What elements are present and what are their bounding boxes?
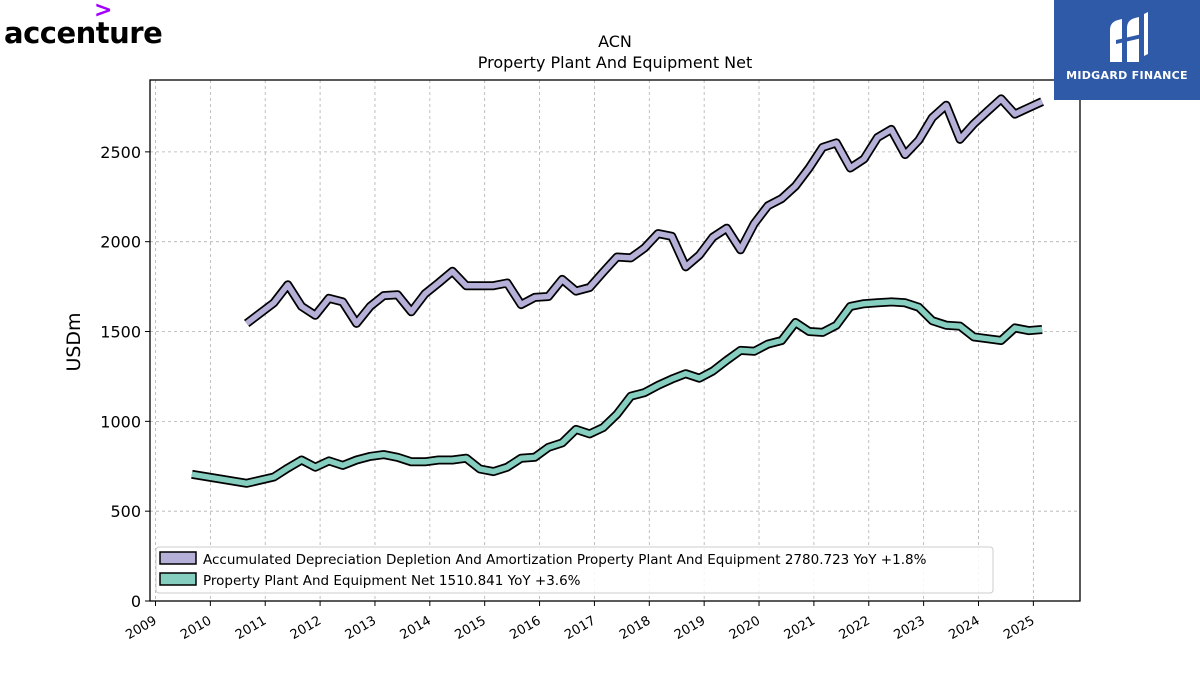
y-tick-label: 500: [110, 502, 141, 521]
legend-swatch-accumulated-depreciation: [159, 551, 197, 565]
legend: Accumulated Depreciation Depletion And A…: [155, 546, 994, 594]
series-line-1: [191, 299, 1043, 487]
x-tick-label: 2020: [727, 613, 763, 643]
series-lines: [191, 94, 1044, 488]
x-tick-label: 2022: [837, 613, 873, 643]
legend-box: [155, 546, 994, 594]
y-tick-label: 1000: [100, 412, 141, 431]
x-tick-label: 2023: [891, 613, 927, 643]
plot-frame: [149, 79, 1081, 602]
legend-label-ppe-net: Property Plant And Equipment Net 1510.84…: [203, 573, 581, 589]
x-tick-label: 2012: [288, 613, 324, 643]
x-tick-label: 2016: [507, 613, 543, 643]
chart-title: ACN: [598, 32, 632, 51]
x-tick-label: 2024: [946, 613, 982, 643]
midgard-finance-logo: MIDGARD FINANCE: [1054, 0, 1200, 100]
midgard-mark-icon: [1110, 12, 1148, 62]
x-tick-label: 2018: [617, 613, 653, 643]
accenture-logo-text: accenture: [4, 16, 163, 50]
x-tick-label: 2019: [672, 613, 708, 643]
x-tick-label: 2014: [398, 613, 434, 643]
x-tick-label: 2015: [453, 613, 489, 643]
x-tick-label: 2011: [233, 613, 269, 643]
y-tick-label: 1500: [100, 323, 141, 342]
legend-swatch-ppe-net: [159, 572, 197, 586]
x-tick-label: 2009: [123, 613, 159, 643]
y-tick-label: 2000: [100, 233, 141, 252]
accenture-chevron-icon: >: [94, 0, 113, 23]
x-tick-label: 2021: [782, 613, 818, 643]
x-tick-label: 2025: [1001, 613, 1037, 643]
grid-lines: [150, 80, 1080, 602]
x-tick-label: 2013: [343, 613, 379, 643]
legend-label-accumulated-depreciation: Accumulated Depreciation Depletion And A…: [203, 552, 927, 568]
accenture-logo: accenture >: [4, 0, 174, 52]
y-tick-label: 0: [131, 592, 141, 611]
series-line-0: [245, 96, 1044, 327]
x-tick-label: 2010: [178, 613, 214, 643]
x-tick-label: 2017: [562, 613, 598, 643]
y-axis-label: USDm: [63, 312, 85, 371]
y-tick-label: 2500: [100, 143, 141, 162]
series-outline-1: [191, 297, 1043, 488]
midgard-finance-text: MIDGARD FINANCE: [1066, 69, 1188, 82]
chart-subtitle: Property Plant And Equipment Net: [478, 53, 753, 72]
